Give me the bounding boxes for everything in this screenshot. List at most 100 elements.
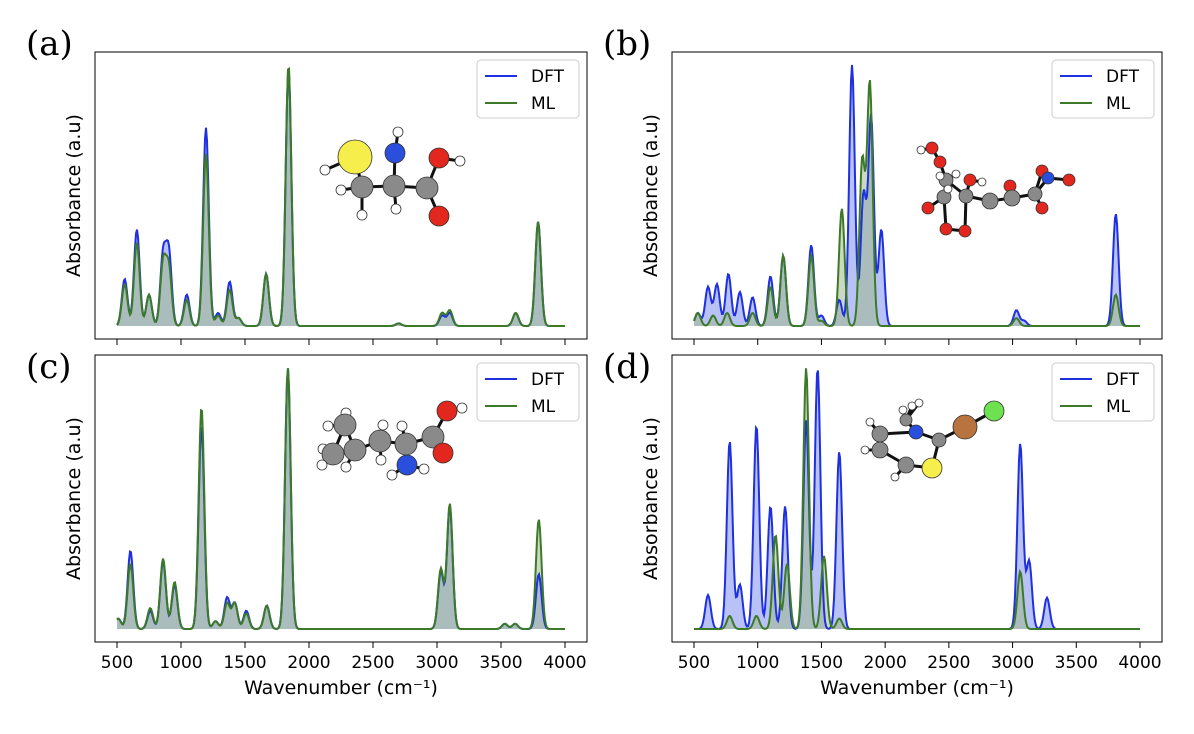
atom (418, 463, 430, 475)
atom (386, 469, 398, 481)
atom (333, 413, 357, 437)
atom (916, 145, 926, 155)
y-axis-label: Absorbance (a.u) (63, 417, 85, 580)
atom (899, 413, 913, 427)
atom (436, 400, 458, 422)
atom (1062, 173, 1076, 187)
panel-d: (d) 500 1000 1500 2000 2500 3000 3500 4000 Absorb… (603, 347, 1163, 699)
atom (897, 456, 915, 474)
axes-frame (94, 354, 588, 643)
axes-frame (671, 51, 1163, 340)
plot-area (116, 368, 565, 631)
atom (921, 201, 935, 215)
atom (454, 155, 466, 167)
panel-label: (c) (26, 347, 72, 387)
atom (921, 457, 943, 479)
atom (1027, 186, 1043, 202)
atom (335, 184, 347, 196)
x-tick-label: 2500 (927, 653, 970, 673)
panel-c: (c) 500 1000 1500 2000 2500 3000 3500 4000 Absorb… (26, 347, 588, 699)
panel-b: (b) Absorbance (a.u) DFT ML (603, 24, 1163, 345)
legend-label-dft: DFT (1106, 370, 1140, 390)
atom (319, 164, 331, 176)
atom (368, 429, 392, 453)
atom (456, 402, 468, 414)
y-axis-label: Absorbance (a.u) (63, 114, 85, 277)
series-fill-ml (117, 68, 565, 326)
x-tick-label: 3000 (415, 653, 458, 673)
x-tick-label: 3500 (479, 653, 522, 673)
atom (390, 203, 402, 215)
legend-label-ml: ML (531, 397, 556, 417)
x-tick-label: 1500 (800, 653, 843, 673)
x-tick-label: 500 (101, 653, 133, 673)
x-tick-label: 4000 (543, 653, 586, 673)
atom (1003, 189, 1021, 207)
plot-area (694, 368, 1140, 630)
legend-label-dft: DFT (1106, 67, 1140, 87)
x-tick-label: 3000 (991, 653, 1034, 673)
x-tick-label: 1500 (223, 653, 266, 673)
atom (933, 155, 947, 169)
atom (943, 184, 953, 194)
atom (415, 176, 439, 200)
atom (340, 461, 352, 473)
atom (394, 432, 418, 456)
atom (350, 175, 374, 199)
atom (951, 169, 961, 179)
molecule-structure (916, 141, 1076, 238)
legend-label-ml: ML (1106, 397, 1131, 417)
molecule-structure (319, 126, 466, 227)
atom (963, 173, 977, 187)
atom (321, 442, 345, 466)
panel-label: (b) (603, 24, 651, 64)
atom (865, 417, 875, 427)
series-line-ml (116, 66, 565, 327)
atom (908, 424, 924, 440)
atom (983, 400, 1005, 422)
plot-area (693, 64, 1140, 327)
x-axis-label: Wavenumber (cm⁻¹) (244, 677, 438, 699)
atom (1041, 171, 1055, 185)
atom (356, 209, 368, 221)
molecule-structure (860, 398, 1005, 482)
plot-area (116, 66, 565, 327)
atom (898, 405, 908, 415)
molecule-structure (316, 400, 468, 481)
panel-a: (a) Absorbance (a.u) DFT ML (26, 24, 588, 345)
atom (1035, 201, 1049, 215)
atom (935, 171, 945, 181)
atom (871, 441, 889, 459)
atom (384, 142, 406, 164)
atom (977, 177, 987, 187)
series-line-ml (116, 368, 565, 630)
atom (322, 420, 334, 432)
atom (377, 419, 389, 431)
axes-frame (94, 51, 588, 340)
legend-label-ml: ML (1106, 94, 1131, 114)
atom (343, 438, 367, 462)
atom (382, 174, 406, 198)
atom (939, 222, 953, 236)
atom (871, 425, 889, 443)
atom (428, 205, 450, 227)
x-axis-label: Wavenumber (cm⁻¹) (820, 677, 1014, 699)
atom (914, 398, 924, 408)
panel-label: (d) (603, 347, 651, 387)
atom (860, 445, 870, 455)
x-tick-label: 3500 (1055, 653, 1098, 673)
series-line-ml (693, 79, 1140, 327)
atom (981, 192, 999, 210)
atom (375, 454, 387, 466)
atom (428, 147, 450, 169)
x-tick-label: 2000 (287, 653, 330, 673)
y-axis-label: Absorbance (a.u) (640, 114, 662, 277)
atom (316, 459, 328, 471)
atom (958, 188, 974, 204)
atom (952, 414, 978, 440)
x-tick-label: 4000 (1118, 653, 1161, 673)
x-tick-label: 1000 (736, 653, 779, 673)
x-tick-label: 2000 (864, 653, 907, 673)
legend-label-ml: ML (531, 94, 556, 114)
atom (432, 442, 454, 464)
